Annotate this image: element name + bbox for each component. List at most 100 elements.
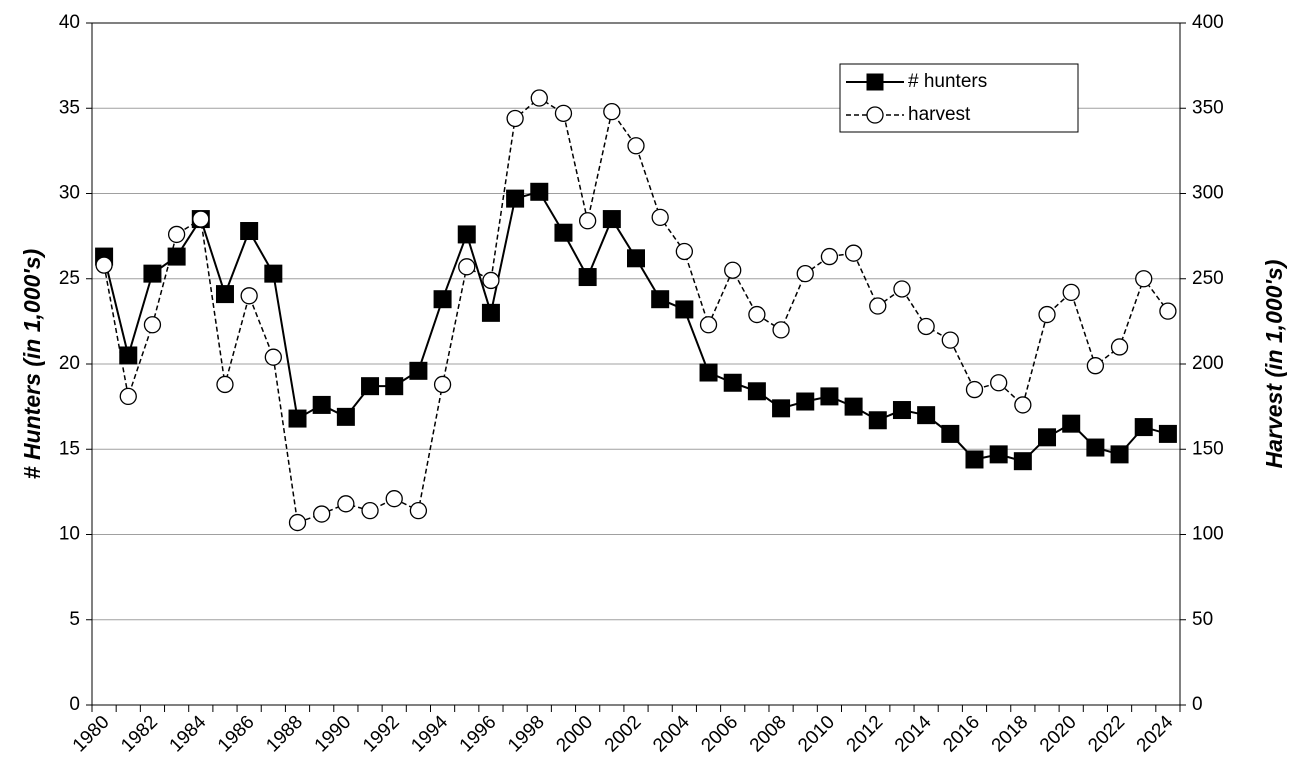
data-point (844, 244, 863, 262)
x-tick-label: 1984 (166, 711, 211, 756)
data-point (990, 374, 1008, 392)
data-point (457, 225, 476, 244)
data-point (385, 377, 404, 396)
data-point (288, 513, 307, 532)
y-tick-label: 20 (59, 353, 80, 374)
data-point (240, 222, 259, 241)
data-point (409, 501, 428, 520)
data-point (675, 242, 694, 261)
data-point (433, 290, 452, 309)
data-point (337, 495, 355, 513)
data-point (361, 501, 379, 520)
data-point (965, 450, 984, 469)
x-tick-label: 2016 (939, 712, 984, 757)
data-point (1013, 452, 1032, 471)
x-tick-label: 2014 (891, 711, 936, 756)
data-point (602, 210, 621, 229)
x-tick-label: 1980 (69, 712, 114, 757)
x-tick-label: 2008 (746, 712, 791, 757)
x-tick-label: 2002 (601, 712, 646, 757)
data-point (167, 225, 186, 244)
data-point (361, 377, 380, 396)
y-tick-label: 5 (69, 609, 80, 630)
x-tick-label: 1998 (504, 712, 549, 757)
data-point (215, 285, 234, 304)
data-point (917, 406, 936, 425)
data-point (264, 348, 282, 366)
x-tick-label: 2010 (794, 712, 839, 757)
data-point (119, 346, 138, 365)
data-point (627, 137, 645, 155)
data-point (458, 258, 476, 276)
x-tick-label: 2004 (649, 711, 694, 756)
data-point (1158, 424, 1177, 443)
y2-tick-label: 350 (1192, 97, 1224, 118)
data-point (578, 212, 597, 230)
data-point (651, 290, 670, 309)
data-point (699, 363, 718, 382)
x-tick-label: 1988 (262, 712, 307, 757)
y2-tick-label: 250 (1192, 268, 1224, 289)
x-tick-label: 2022 (1084, 712, 1129, 757)
data-point (506, 109, 524, 128)
data-point (699, 316, 718, 334)
data-point (965, 380, 984, 399)
data-point (1062, 283, 1080, 302)
data-point (772, 399, 791, 418)
data-point (312, 395, 331, 414)
x-tick-label: 2024 (1133, 711, 1178, 756)
data-point (336, 407, 355, 426)
data-point (216, 375, 234, 394)
data-point (1159, 302, 1177, 320)
y-axis-label: # Hunters (in 1,000's) (19, 249, 45, 479)
data-point (1086, 438, 1105, 457)
plot-frame (91, 22, 1181, 706)
data-point (868, 411, 887, 430)
legend-marker (866, 106, 884, 124)
legend-label: harvest (908, 104, 971, 125)
data-point (844, 397, 863, 416)
data-point (530, 182, 549, 201)
data-point (820, 387, 839, 406)
data-point (288, 409, 307, 428)
data-point (869, 297, 887, 315)
x-tick-label: 2006 (698, 712, 743, 757)
data-point (603, 103, 621, 121)
series-line (103, 97, 1169, 524)
data-point (95, 256, 113, 274)
data-point (482, 271, 500, 290)
data-point (772, 321, 790, 339)
data-point (143, 264, 162, 283)
y-tick-label: 0 (69, 694, 80, 715)
y-tick-label: 25 (59, 268, 80, 289)
legend-marker (866, 73, 884, 91)
data-point (723, 373, 742, 392)
y-tick-label: 10 (59, 524, 80, 545)
data-point (1110, 338, 1129, 356)
data-point (506, 189, 525, 208)
data-point (433, 375, 452, 394)
y2-tick-label: 100 (1192, 524, 1224, 545)
data-point (1086, 357, 1105, 375)
y-tick-label: 30 (59, 183, 80, 204)
data-point (820, 247, 839, 266)
data-point (481, 303, 500, 322)
y2-tick-label: 50 (1192, 609, 1213, 630)
data-point (119, 387, 137, 406)
y-tick-label: 40 (59, 12, 80, 33)
data-point (530, 89, 548, 107)
data-point (554, 104, 573, 123)
x-tick-label: 1994 (407, 711, 452, 756)
data-point (167, 247, 186, 266)
y2-axis-label: Harvest (in 1,000's) (1261, 260, 1287, 469)
x-tick-label: 2012 (843, 712, 888, 757)
data-point (892, 401, 911, 420)
y2-tick-label: 400 (1192, 12, 1224, 33)
data-point (1135, 270, 1153, 288)
data-point (578, 268, 597, 287)
data-point (627, 249, 645, 268)
data-point (409, 361, 428, 380)
data-point (941, 424, 960, 443)
y2-tick-label: 200 (1192, 353, 1224, 374)
